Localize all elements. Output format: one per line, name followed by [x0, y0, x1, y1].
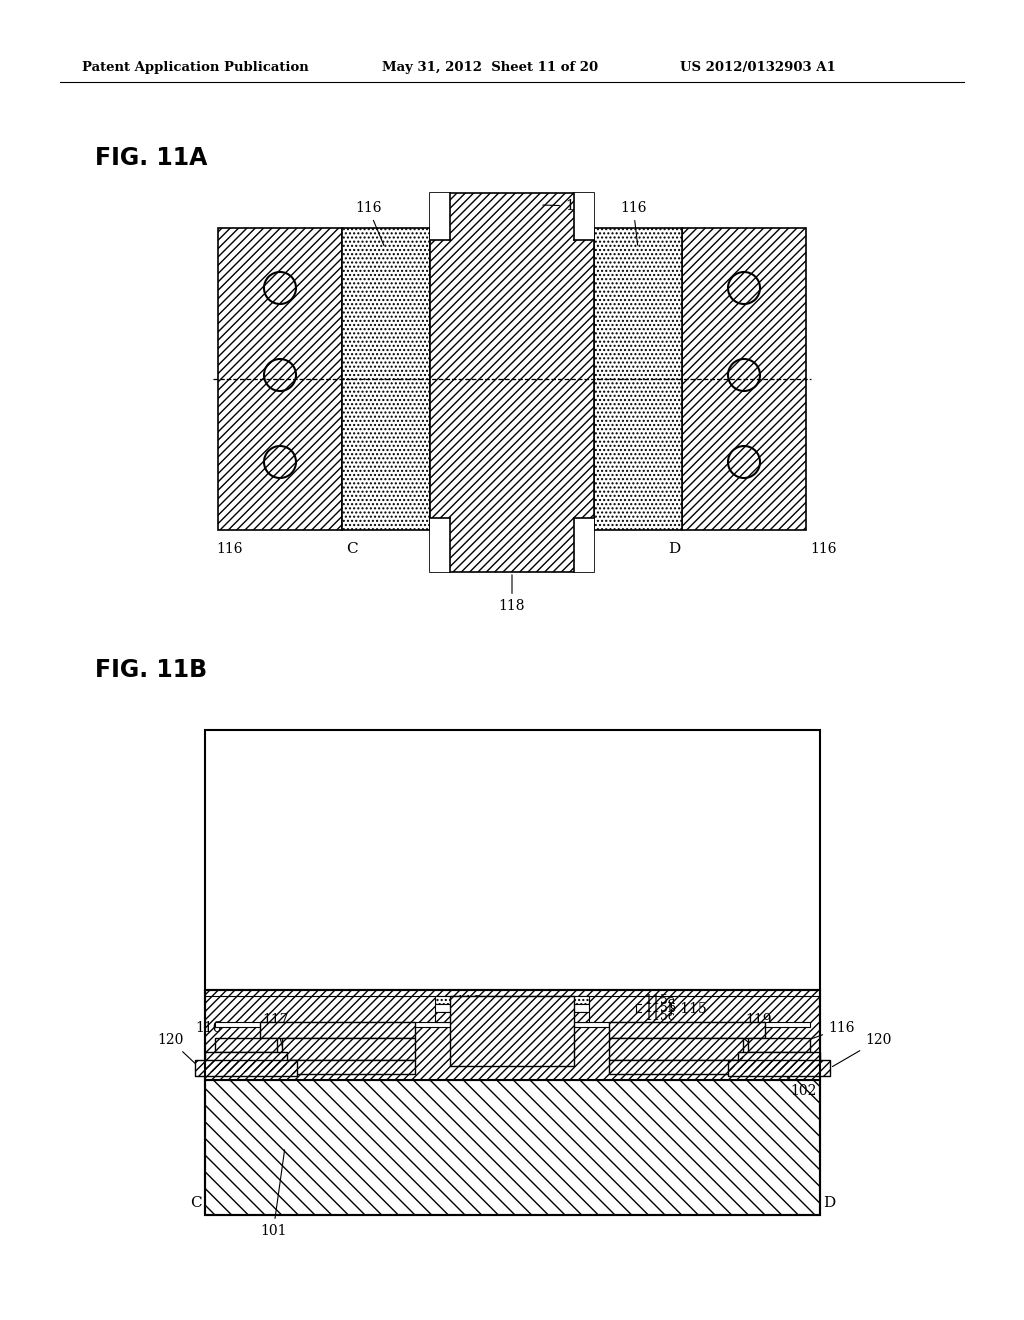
- Text: May 31, 2012  Sheet 11 of 20: May 31, 2012 Sheet 11 of 20: [382, 62, 598, 74]
- Text: 116: 116: [216, 543, 243, 556]
- Text: 115b: 115b: [644, 1002, 676, 1015]
- Bar: [205, 1080, 820, 1214]
- Bar: [435, 997, 589, 1005]
- Bar: [218, 228, 342, 531]
- Bar: [282, 1038, 415, 1060]
- Bar: [738, 1052, 820, 1072]
- Bar: [430, 517, 450, 572]
- Text: 115c: 115c: [644, 1011, 675, 1023]
- Text: C: C: [346, 543, 357, 556]
- Bar: [609, 1022, 765, 1038]
- Bar: [574, 193, 594, 240]
- Bar: [290, 1060, 415, 1074]
- Bar: [205, 1080, 820, 1214]
- Bar: [738, 1052, 820, 1072]
- Text: Patent Application Publication: Patent Application Publication: [82, 62, 309, 74]
- Bar: [430, 193, 450, 240]
- Text: 101: 101: [260, 1150, 287, 1238]
- Bar: [215, 1022, 810, 1027]
- Text: D: D: [668, 543, 680, 556]
- Bar: [450, 997, 574, 1067]
- Bar: [728, 1060, 830, 1076]
- Text: D: D: [823, 1196, 836, 1210]
- Bar: [609, 1060, 735, 1074]
- Bar: [260, 1022, 415, 1038]
- Bar: [435, 1005, 589, 1012]
- Bar: [205, 990, 820, 1080]
- Bar: [342, 228, 430, 531]
- Bar: [218, 228, 342, 531]
- Text: 117: 117: [262, 1012, 289, 1061]
- Bar: [260, 1022, 415, 1038]
- Bar: [435, 1012, 589, 1022]
- Bar: [430, 193, 594, 572]
- Bar: [215, 1038, 278, 1052]
- Bar: [574, 517, 594, 572]
- Text: FIG. 11B: FIG. 11B: [95, 657, 207, 682]
- Bar: [609, 1022, 765, 1038]
- Bar: [435, 1012, 589, 1022]
- Bar: [594, 228, 682, 531]
- Text: 116: 116: [803, 1020, 854, 1041]
- Bar: [205, 1052, 287, 1072]
- Bar: [205, 730, 820, 1214]
- Text: 116: 116: [620, 201, 646, 246]
- Text: C: C: [190, 1196, 202, 1210]
- Text: } 115: } 115: [667, 1001, 707, 1015]
- Bar: [435, 997, 589, 1005]
- Bar: [195, 1060, 297, 1076]
- Text: 118: 118: [499, 574, 525, 612]
- Text: 118: 118: [455, 995, 481, 1059]
- Bar: [748, 1038, 810, 1052]
- Bar: [682, 228, 806, 531]
- Bar: [342, 228, 430, 531]
- Text: 115: 115: [543, 199, 592, 213]
- Bar: [594, 228, 682, 531]
- Text: 102: 102: [742, 1036, 816, 1098]
- Bar: [290, 1060, 415, 1074]
- Bar: [282, 1038, 415, 1060]
- Text: 116: 116: [195, 1020, 223, 1041]
- Bar: [205, 1052, 287, 1072]
- Text: 119: 119: [727, 1012, 771, 1061]
- Bar: [748, 1038, 810, 1052]
- Bar: [195, 1060, 297, 1076]
- Bar: [728, 1060, 830, 1076]
- Text: 120: 120: [833, 1034, 891, 1067]
- Bar: [215, 1038, 278, 1052]
- Bar: [682, 228, 806, 531]
- Bar: [609, 1038, 743, 1060]
- Bar: [450, 997, 574, 1067]
- Text: US 2012/0132903 A1: US 2012/0132903 A1: [680, 62, 836, 74]
- Text: FIG. 11A: FIG. 11A: [95, 147, 208, 170]
- Bar: [609, 1060, 735, 1074]
- Bar: [609, 1038, 743, 1060]
- Text: 120: 120: [157, 1034, 198, 1067]
- Text: 116: 116: [810, 543, 837, 556]
- Text: 115a: 115a: [644, 994, 676, 1006]
- Bar: [430, 193, 594, 572]
- Text: 116: 116: [355, 201, 384, 246]
- Bar: [205, 990, 820, 1080]
